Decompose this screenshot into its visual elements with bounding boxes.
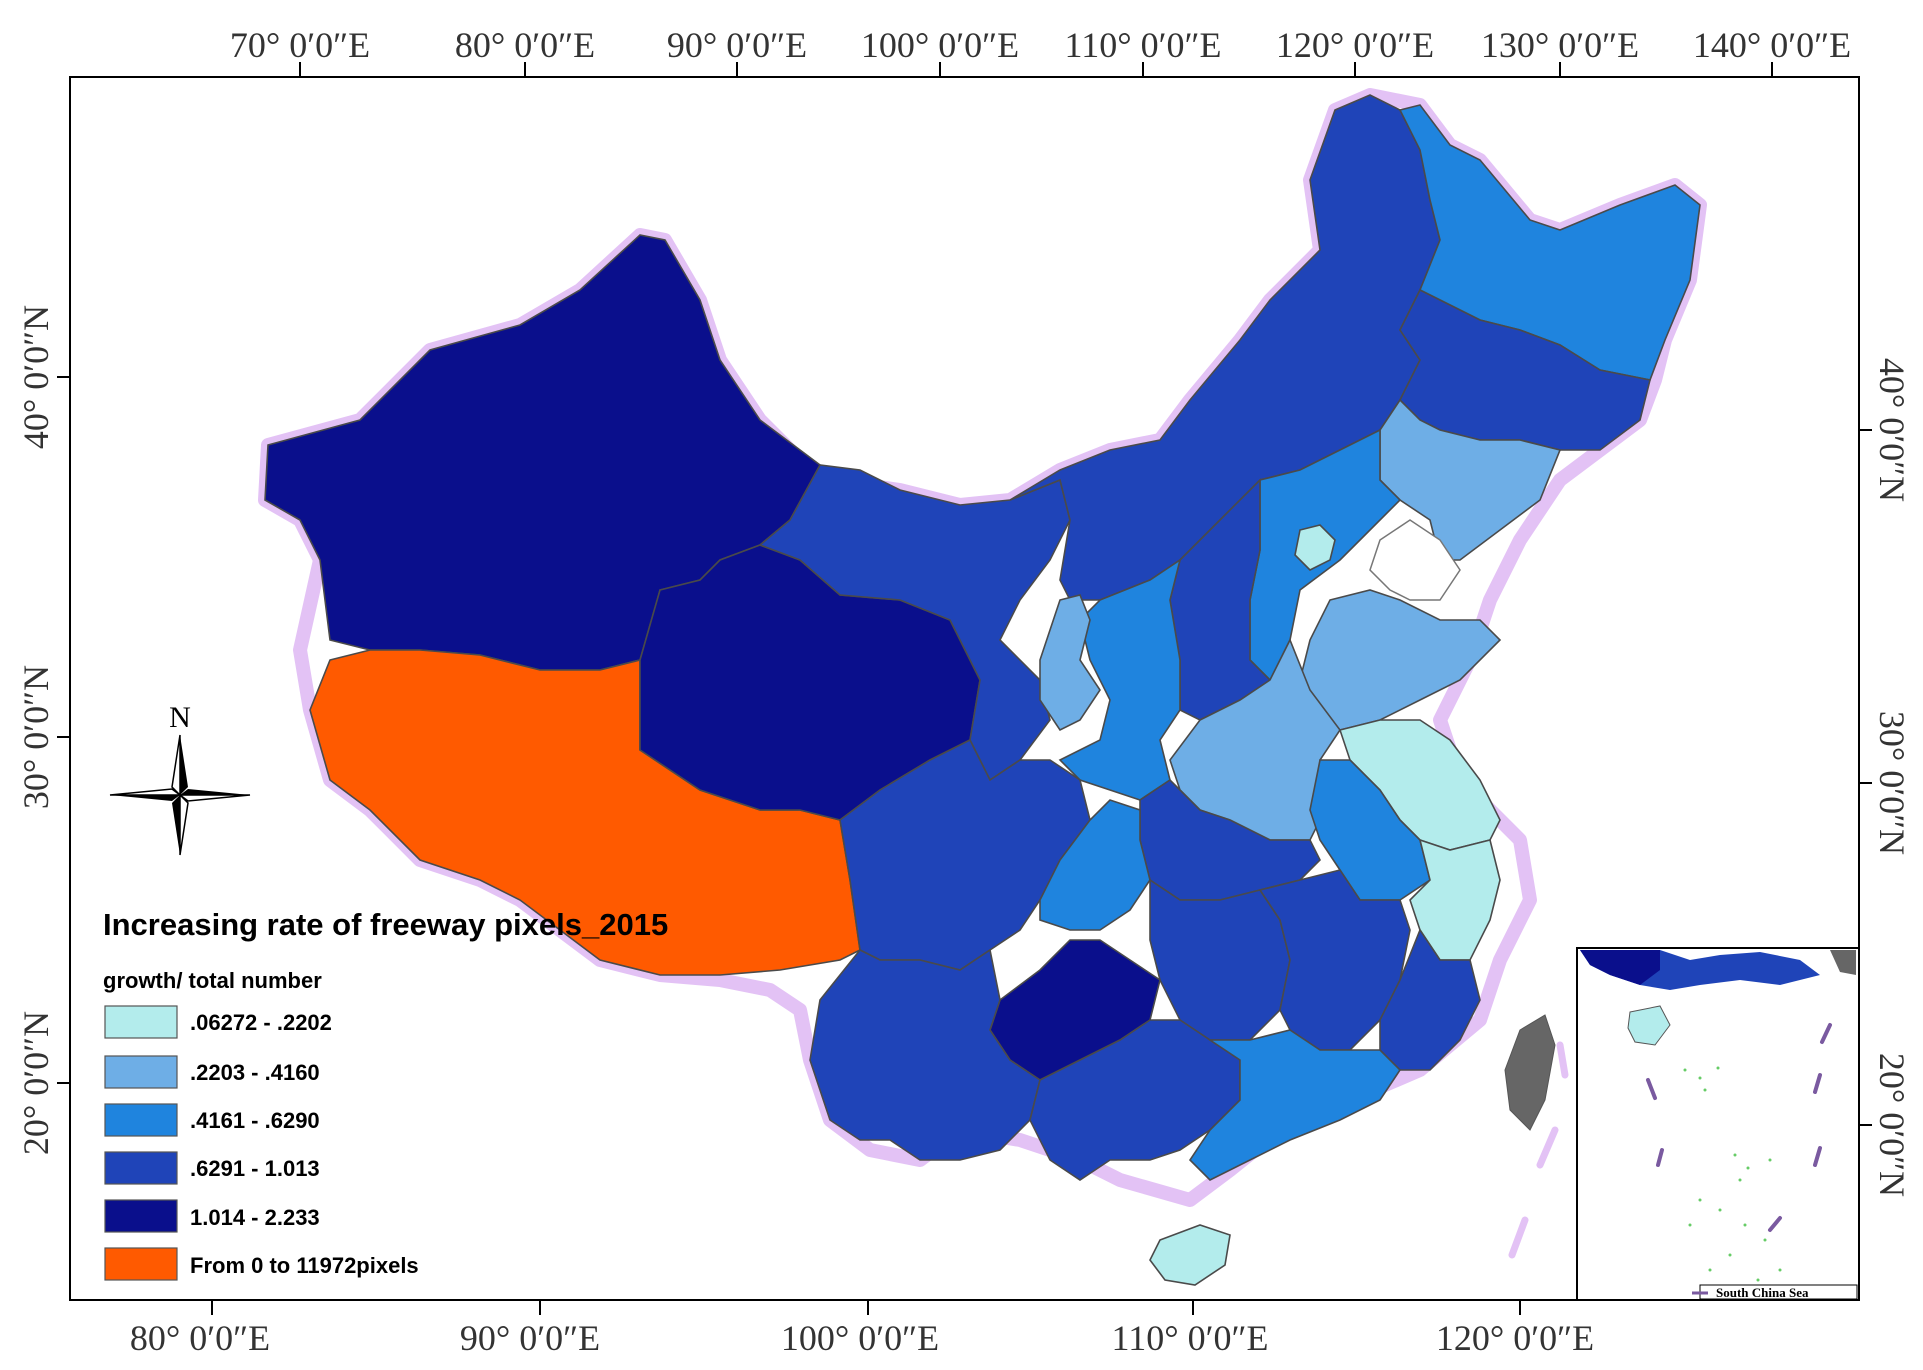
taiwan-island (1504, 1014, 1556, 1131)
top-tick-label: 90° 0′0″E (667, 25, 807, 65)
legend-swatch (104, 1247, 178, 1281)
provinces (264, 94, 1701, 1286)
legend-swatch (104, 1151, 178, 1185)
top-axis: 70° 0′0″E 80° 0′0″E 90° 0′0″E 100° 0′0″E… (230, 25, 1851, 77)
left-tick-label: 40° 0′0″N (16, 305, 56, 449)
top-tick-label: 70° 0′0″E (230, 25, 370, 65)
legend-label: .6291 - 1.013 (190, 1156, 320, 1181)
legend-swatch (104, 1199, 178, 1233)
top-tick-label: 120° 0′0″E (1276, 25, 1434, 65)
bottom-axis: 80° 0′0″E 90° 0′0″E 100° 0′0″E 110° 0′0″… (130, 1300, 1594, 1358)
legend-subtitle: growth/ total number (103, 968, 322, 993)
bottom-tick-label: 80° 0′0″E (130, 1318, 270, 1358)
left-axis: 40° 0′0″N 30° 0′0″N 20° 0′0″N (16, 305, 70, 1155)
bottom-tick-label: 90° 0′0″E (460, 1318, 600, 1358)
legend-title: Increasing rate of freeway pixels_2015 (103, 907, 668, 942)
bottom-tick-label: 120° 0′0″E (1436, 1318, 1594, 1358)
top-tick-label: 130° 0′0″E (1481, 25, 1639, 65)
province-beijing (1294, 524, 1336, 571)
maritime-dashes (1508, 1041, 1569, 1259)
province-fujian (1379, 928, 1481, 1071)
left-tick-label: 20° 0′0″N (16, 1011, 56, 1155)
inset-label: South China Sea (1716, 1285, 1809, 1300)
legend-swatch (104, 1103, 178, 1137)
legend: Increasing rate of freeway pixels_2015 g… (103, 907, 668, 1281)
province-guangdong (1188, 1029, 1402, 1181)
province-anhui (1309, 759, 1431, 901)
bottom-tick-label: 100° 0′0″E (781, 1318, 939, 1358)
legend-label: .4161 - .6290 (190, 1108, 320, 1133)
province-ningxia (1039, 594, 1101, 732)
top-tick-label: 140° 0′0″E (1693, 25, 1851, 65)
province-hainan (1149, 1224, 1231, 1286)
south-china-sea-inset: South China Sea (1576, 947, 1860, 1301)
province-jilin (1399, 288, 1651, 451)
right-tick-label: 30° 0′0″N (1872, 711, 1912, 855)
province-heilongjiang (1398, 104, 1701, 381)
province-gansu (758, 464, 1071, 782)
legend-label: .06272 - .2202 (190, 1010, 332, 1035)
province-liaoning (1379, 398, 1562, 561)
bottom-tick-label: 110° 0′0″E (1112, 1318, 1269, 1358)
legend-swatch (104, 1005, 178, 1039)
top-tick-label: 80° 0′0″E (455, 25, 595, 65)
legend-swatch (104, 1055, 178, 1089)
legend-label: 1.014 - 2.233 (190, 1205, 320, 1230)
province-chongqing (1039, 799, 1151, 931)
left-tick-label: 30° 0′0″N (16, 665, 56, 809)
north-arrow: N (109, 701, 251, 856)
top-tick-label: 110° 0′0″E (1065, 25, 1222, 65)
legend-label: .2203 - .4160 (190, 1060, 320, 1085)
top-tick-label: 100° 0′0″E (861, 25, 1019, 65)
bohai-sea (1369, 519, 1461, 601)
right-tick-label: 40° 0′0″N (1872, 358, 1912, 502)
right-tick-label: 20° 0′0″N (1872, 1053, 1912, 1197)
north-arrow-label: N (169, 701, 191, 734)
legend-label: From 0 to 11972pixels (190, 1253, 419, 1278)
right-axis: 40° 0′0″N 30° 0′0″N 20° 0′0″N (1859, 358, 1912, 1197)
